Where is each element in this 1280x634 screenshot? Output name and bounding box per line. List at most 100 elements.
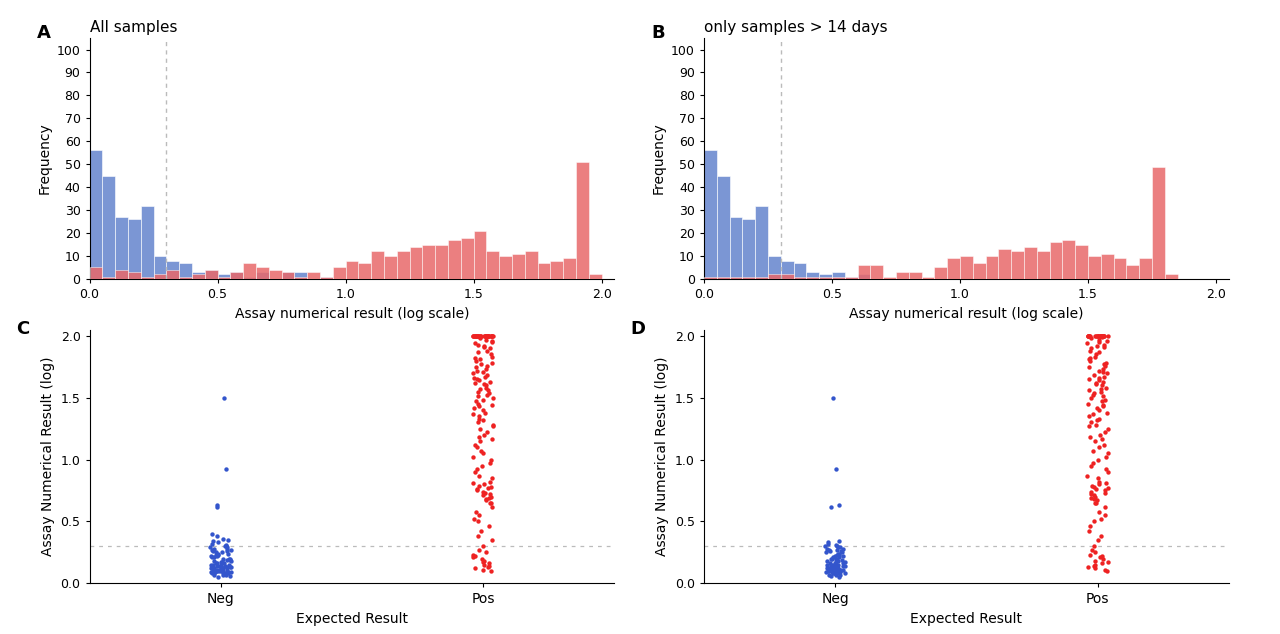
Point <box>1092 434 1112 444</box>
Bar <box>973 263 986 279</box>
Point <box>212 569 233 579</box>
Point <box>1093 331 1114 341</box>
Point <box>820 562 841 573</box>
Point <box>483 501 503 512</box>
Point <box>1096 383 1116 393</box>
Point <box>1083 446 1103 456</box>
Bar <box>192 275 205 279</box>
Point <box>466 362 486 372</box>
Point <box>822 501 842 512</box>
Bar <box>256 268 269 279</box>
Point <box>214 392 234 403</box>
Point <box>1085 331 1106 341</box>
Bar <box>166 261 179 279</box>
Point <box>466 374 486 384</box>
Point <box>815 567 836 577</box>
Bar <box>704 276 717 279</box>
Point <box>1089 442 1110 452</box>
Point <box>465 331 485 341</box>
Bar <box>397 252 410 279</box>
Point <box>476 390 497 400</box>
Point <box>823 552 844 562</box>
Point <box>476 364 497 374</box>
Point <box>216 540 237 550</box>
Point <box>1083 561 1103 571</box>
Point <box>206 550 227 560</box>
Bar <box>115 217 128 279</box>
Point <box>1088 331 1108 341</box>
Bar <box>1037 252 1050 279</box>
Bar <box>1050 242 1062 279</box>
Bar <box>1152 167 1165 279</box>
Point <box>826 551 846 561</box>
Point <box>826 561 846 571</box>
Point <box>822 565 842 575</box>
Bar <box>704 150 717 279</box>
Point <box>483 421 503 431</box>
Point <box>1085 498 1106 508</box>
Point <box>818 545 838 555</box>
Point <box>214 534 234 544</box>
Point <box>470 332 490 342</box>
Bar <box>794 263 806 279</box>
Point <box>474 479 494 489</box>
Point <box>829 572 850 582</box>
Point <box>214 559 234 569</box>
Point <box>818 566 838 576</box>
Point <box>466 396 486 406</box>
Point <box>1096 427 1116 437</box>
Point <box>211 557 232 567</box>
Bar <box>243 276 256 279</box>
Point <box>476 346 497 356</box>
Point <box>209 550 229 560</box>
Point <box>216 565 237 575</box>
Bar <box>218 276 230 279</box>
Point <box>828 548 849 559</box>
Y-axis label: Frequency: Frequency <box>37 122 51 195</box>
Point <box>1094 488 1115 498</box>
Point <box>1089 552 1110 562</box>
Bar <box>154 256 166 279</box>
Point <box>829 565 850 575</box>
Point <box>1082 333 1102 344</box>
Point <box>1091 331 1111 341</box>
Point <box>483 331 503 341</box>
Bar <box>179 276 192 279</box>
Point <box>1079 331 1100 341</box>
Point <box>1091 387 1111 397</box>
Text: D: D <box>631 320 645 337</box>
Point <box>211 566 232 576</box>
Point <box>1092 380 1112 391</box>
Point <box>1093 401 1114 411</box>
Point <box>479 489 499 500</box>
Point <box>817 547 837 557</box>
Point <box>468 545 489 555</box>
Point <box>465 378 485 388</box>
Point <box>829 566 850 576</box>
Bar <box>320 276 333 279</box>
Point <box>827 565 847 575</box>
Point <box>1080 550 1101 560</box>
Point <box>1093 364 1114 374</box>
Point <box>476 331 497 341</box>
Point <box>206 565 227 575</box>
Point <box>206 559 227 569</box>
Point <box>219 568 239 578</box>
Point <box>470 470 490 481</box>
Point <box>829 565 850 575</box>
Bar <box>947 258 960 279</box>
Point <box>1094 395 1115 405</box>
Point <box>477 483 498 493</box>
Point <box>483 358 503 368</box>
Point <box>209 566 229 576</box>
Point <box>832 565 852 575</box>
Point <box>1085 352 1106 362</box>
Point <box>1091 331 1111 341</box>
Point <box>467 331 488 341</box>
Point <box>219 560 239 570</box>
Point <box>202 561 223 571</box>
Point <box>474 541 494 551</box>
Bar <box>102 176 115 279</box>
Point <box>1080 487 1101 497</box>
Point <box>1089 347 1110 357</box>
